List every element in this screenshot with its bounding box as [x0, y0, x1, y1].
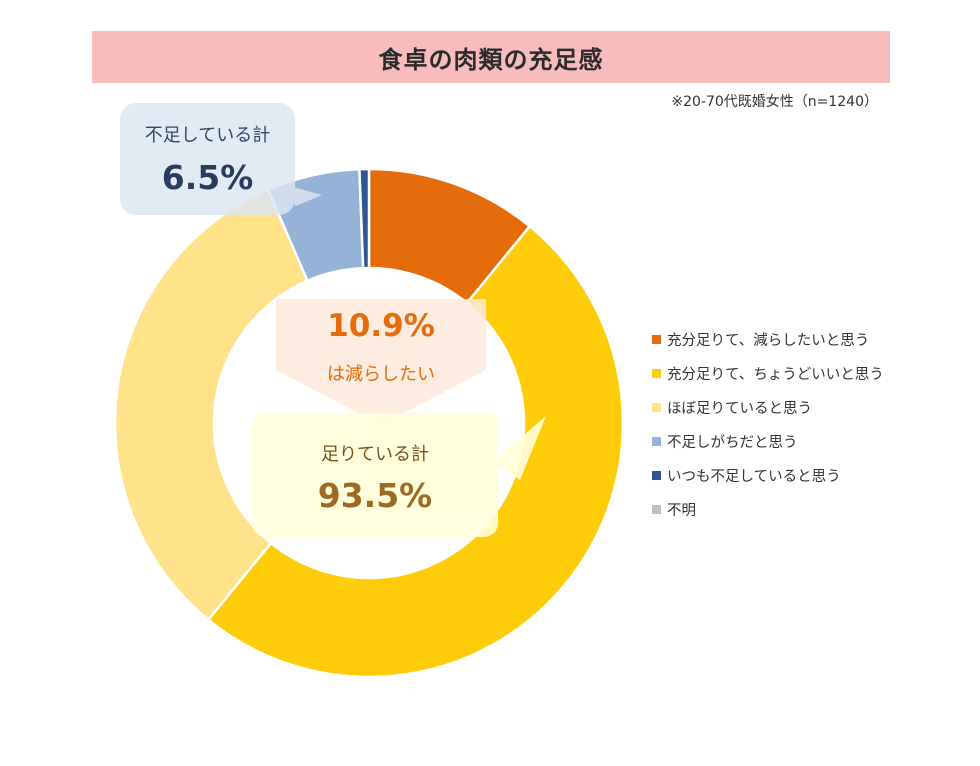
legend-item-2: ほぼ足りていると思う: [652, 390, 884, 424]
legend-swatch: [652, 402, 661, 412]
legend-label: ほぼ足りていると思う: [667, 400, 812, 417]
title-band: 食卓の肉類の充足感: [92, 31, 890, 83]
callout-shortage-label: 不足している計: [144, 125, 271, 146]
callout-enough-bubble: [252, 413, 546, 537]
legend-swatch: [652, 504, 661, 514]
chart-title: 食卓の肉類の充足感: [378, 45, 604, 74]
legend-swatch: [652, 334, 661, 344]
legend-item-0: 充分足りて、減らしたいと思う: [652, 322, 884, 356]
legend-item-5: 不明: [652, 492, 884, 526]
callout-shortage-bubble: [120, 103, 322, 215]
legend-label: 不足しがちだと思う: [667, 434, 798, 451]
chart-legend: 充分足りて、減らしたいと思う 充分足りて、ちょうどいいと思う ほぼ足りていると思う不…: [652, 322, 884, 526]
sample-note: ※20-70代既婚女性（n=1240）: [671, 94, 878, 110]
callout-shortage-value: 6.5%: [161, 158, 254, 197]
legend-item-1: 充分足りて、ちょうどいいと思う: [652, 356, 884, 390]
callout-enough-value: 93.5%: [317, 476, 433, 515]
callout-reduce-label: は減らしたい: [327, 364, 435, 385]
donut-slice-4: [358, 167, 371, 270]
callout-reduce-shape: [276, 299, 486, 425]
legend-label: 充分足りて、減らしたいと思う: [667, 332, 870, 349]
legend-label: 不明: [667, 502, 696, 519]
callout-enough-label: 足りている計: [321, 444, 429, 465]
legend-swatch: [652, 368, 661, 378]
callout-reduce-value: 10.9%: [327, 308, 435, 344]
legend-label: いつも不足していると思う: [667, 468, 841, 485]
legend-item-4: いつも不足していると思う: [652, 458, 884, 492]
legend-label: 充分足りて、ちょうどいいと思う: [667, 366, 884, 383]
legend-swatch: [652, 470, 661, 480]
legend-swatch: [652, 436, 661, 446]
legend-item-3: 不足しがちだと思う: [652, 424, 884, 458]
